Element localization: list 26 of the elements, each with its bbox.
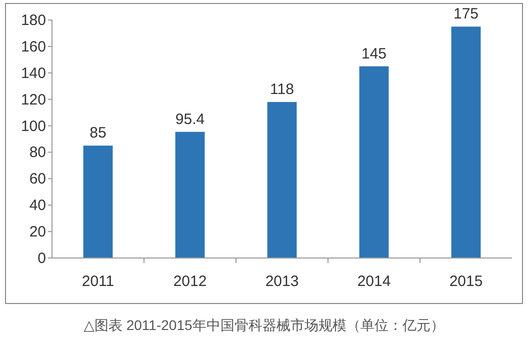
data-label: 118 (270, 80, 294, 98)
y-tick-label: 0 (38, 250, 46, 267)
bar (267, 102, 297, 258)
bar (359, 66, 389, 258)
bar (451, 26, 481, 258)
y-tick-label: 60 (29, 170, 46, 188)
data-label: 145 (361, 45, 387, 62)
y-tick-label: 20 (29, 224, 46, 241)
y-tick-label: 100 (20, 118, 46, 135)
x-tick-label: 2011 (82, 273, 114, 290)
x-tick-label: 2012 (173, 273, 207, 290)
y-tick-label: 40 (29, 197, 46, 214)
y-tick-label: 180 (20, 12, 46, 29)
data-label: 85 (90, 124, 106, 142)
data-label: 95.4 (175, 110, 205, 128)
data-label: 175 (453, 6, 479, 23)
text: △图表 2011-2015年中国骨科器械市场规模（单位：亿元） (84, 317, 444, 333)
y-tick-label: 140 (20, 64, 46, 82)
y-tick-label: 160 (20, 38, 46, 56)
x-tick-label: 2015 (449, 273, 483, 290)
x-tick-label: 2014 (357, 273, 391, 290)
y-tick-label: 120 (20, 91, 46, 108)
x-tick-label: 2013 (265, 273, 299, 290)
bar (83, 146, 113, 258)
y-tick-label: 80 (29, 144, 46, 162)
bar (175, 132, 205, 258)
